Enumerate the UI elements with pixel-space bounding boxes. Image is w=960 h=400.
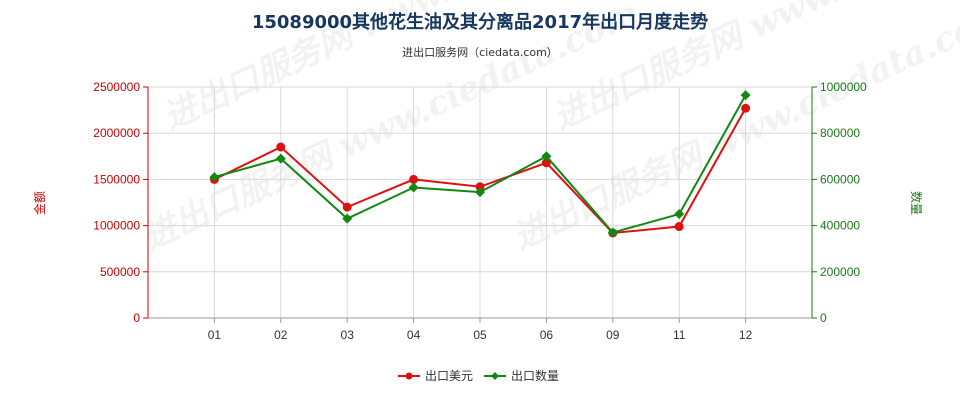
chart-subtitle: 进出口服务网（ciedata.com） [402, 45, 558, 59]
x-tick-label: 02 [274, 328, 288, 342]
right-tick-label: 0 [820, 311, 827, 325]
grid [148, 86, 812, 319]
x-axis-ticks: 01 02 03 04 05 06 09 11 12 [208, 318, 753, 342]
data-point [409, 174, 419, 184]
legend-marker [405, 372, 413, 380]
right-tick-label: 1000000 [820, 80, 867, 94]
x-tick-label: 03 [341, 328, 355, 342]
data-point [209, 172, 220, 183]
right-tick-label: 400000 [820, 219, 860, 233]
chart-title: 15089000其他花生油及其分离品2017年出口月度走势 [252, 11, 708, 33]
left-tick-label: 2000000 [93, 126, 140, 140]
left-tick-label: 1500000 [93, 172, 140, 186]
data-point [275, 153, 286, 164]
data-point [475, 182, 485, 192]
data-point [740, 90, 751, 101]
x-tick-label: 04 [407, 328, 421, 342]
data-point [342, 213, 353, 224]
right-tick-label: 800000 [820, 126, 860, 140]
data-point [475, 187, 485, 198]
right-tick-label: 200000 [820, 265, 860, 279]
x-tick-label: 05 [473, 328, 487, 342]
left-tick-label: 1000000 [93, 219, 140, 233]
data-point [674, 209, 685, 220]
left-tick-label: 2500000 [93, 80, 140, 94]
legend-marker [491, 372, 499, 380]
series [209, 90, 751, 238]
data-point [541, 158, 551, 168]
x-tick-label: 11 [673, 328, 686, 342]
legend: 出口美元 出口数量 [398, 368, 559, 383]
left-tick-label: 0 [133, 311, 140, 325]
right-axis-title: 数量 [909, 191, 924, 215]
x-tick-label: 12 [739, 328, 753, 342]
left-tick-label: 500000 [100, 265, 140, 279]
legend-label: 出口美元 [425, 369, 473, 383]
right-tick-label: 600000 [820, 172, 860, 186]
left-axis-title: 金额 [32, 191, 47, 215]
data-point [342, 202, 352, 212]
legend-label: 出口数量 [511, 368, 559, 383]
left-axis-ticks: 0 500000 1000000 1500000 2000000 2500000 [93, 80, 148, 325]
data-point [276, 142, 286, 152]
data-point [408, 182, 419, 193]
data-point [607, 227, 618, 238]
x-tick-label: 09 [606, 328, 620, 342]
x-tick-label: 06 [540, 328, 554, 342]
data-point [741, 103, 751, 113]
data-point [674, 222, 684, 232]
data-point [541, 151, 552, 162]
right-axis-ticks: 0 200000 400000 600000 800000 1000000 [812, 80, 867, 325]
x-tick-label: 01 [208, 328, 222, 342]
